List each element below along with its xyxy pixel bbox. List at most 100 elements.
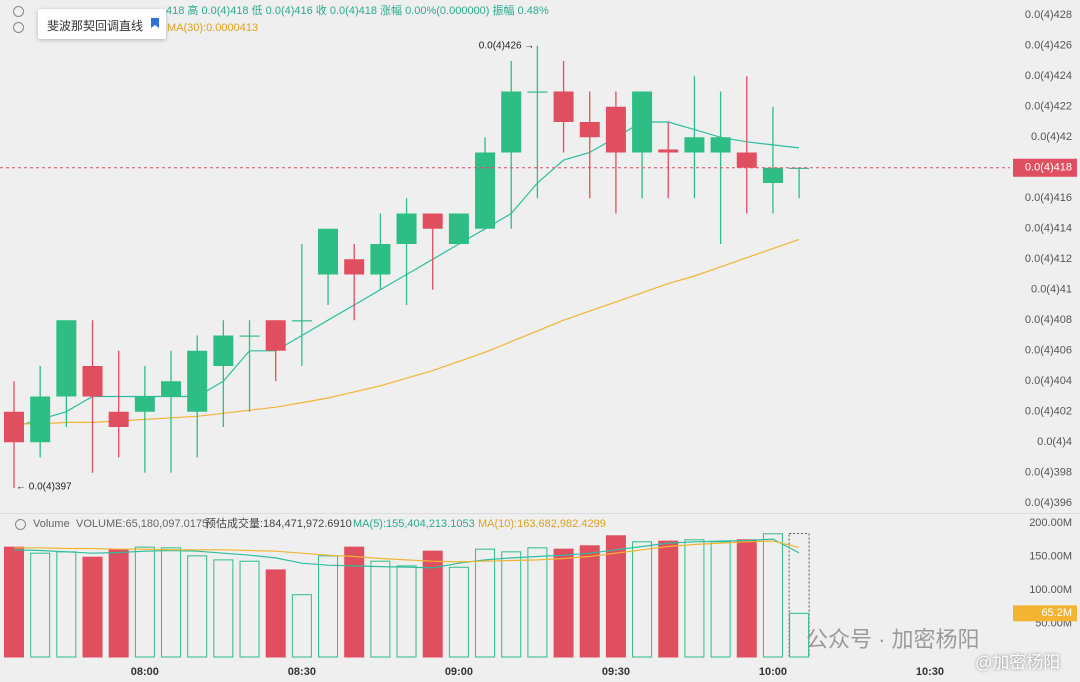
- volume-bar: [501, 551, 522, 658]
- candle-body: [134, 396, 155, 412]
- y-tick-label: 0.0(4)41: [1031, 284, 1072, 296]
- y-tick-label: 0.0(4)42: [1031, 131, 1072, 143]
- volume-bar: [82, 556, 103, 658]
- tooltip-text: 斐波那契回调直线: [47, 19, 144, 33]
- candle-body: [344, 259, 365, 275]
- y-tick-label: 0.0(4)416: [1025, 192, 1072, 204]
- ma-label: MA(30):0.0000413: [167, 22, 259, 34]
- y-tick-label: 0.0(4)4: [1037, 436, 1072, 448]
- candle-body: [710, 137, 731, 153]
- volume-bar: [30, 552, 51, 658]
- watermark: 公众号 · 加密杨阳: [806, 627, 980, 652]
- ma-line: [13, 538, 800, 569]
- y-tick-label: 200.00M: [1029, 517, 1072, 529]
- bookmark-icon[interactable]: [151, 18, 159, 28]
- candle-body: [108, 411, 129, 427]
- x-tick-label: 08:00: [131, 666, 159, 678]
- volume-bar: [291, 594, 312, 658]
- y-tick-label: 0.0(4)428: [1025, 9, 1072, 21]
- volume-bar: [239, 560, 260, 658]
- candle-body: [527, 91, 548, 93]
- volume-bar: [527, 547, 548, 658]
- candle-body: [82, 366, 103, 397]
- candle-body: [448, 213, 469, 244]
- candle-body: [579, 122, 600, 138]
- y-tick-label: 0.0(4)414: [1025, 223, 1072, 235]
- volume-bar: [344, 546, 365, 658]
- watermark-handle: @加密杨阳: [975, 653, 1061, 672]
- y-tick-label: 150.00M: [1029, 550, 1072, 562]
- candle-body: [736, 152, 757, 168]
- max-annotation: 0.0(4)426 →: [479, 40, 535, 51]
- collapse-icon[interactable]: [15, 519, 26, 530]
- candle-body: [4, 411, 24, 443]
- candle-body: [605, 106, 626, 153]
- ma-line: [14, 540, 800, 563]
- volume-title: Volume: [33, 518, 70, 530]
- y-tick-label: 0.0(4)408: [1025, 314, 1072, 326]
- candle-body: [291, 320, 312, 322]
- volume-bar: [448, 566, 469, 658]
- y-tick-label: 100.00M: [1029, 584, 1072, 596]
- candle-body: [422, 213, 443, 229]
- candle-body: [30, 396, 51, 443]
- candle-body: [789, 167, 810, 169]
- volume-bar: [396, 565, 417, 658]
- x-tick-label: 10:00: [759, 666, 787, 678]
- candle-body: [553, 91, 574, 122]
- volume-bar: [736, 539, 757, 658]
- y-tick-label: 0.0(4)396: [1025, 497, 1072, 509]
- candle-body: [318, 228, 339, 275]
- collapse-icon[interactable]: [13, 6, 24, 17]
- y-tick-label: 0.0(4)402: [1025, 406, 1072, 418]
- y-tick-label: 0.0(4)404: [1025, 375, 1072, 387]
- candle-body: [658, 149, 679, 153]
- volume-bar: [134, 546, 155, 658]
- x-tick-label: 09:00: [445, 666, 473, 678]
- volume-ma10: MA(10):163,682,982.4299: [478, 518, 606, 530]
- collapse-icon[interactable]: [13, 22, 24, 33]
- volume-bar: [108, 549, 129, 658]
- volume-info: VOLUME:65,180,097.0175: [76, 518, 209, 530]
- volume-bar: [710, 541, 731, 658]
- candle-body: [475, 152, 496, 229]
- min-annotation: ← 0.0(4)397: [16, 482, 72, 493]
- volume-bar: [658, 540, 679, 658]
- last-price-label: 0.0(4)418: [1025, 162, 1072, 174]
- volume-bar: [161, 547, 182, 658]
- volume-bar: [475, 548, 496, 658]
- volume-current-label: 65.2M: [1041, 607, 1072, 619]
- x-tick-label: 08:30: [288, 666, 316, 678]
- candle-body: [239, 335, 260, 337]
- y-tick-label: 0.0(4)424: [1025, 70, 1072, 82]
- volume-current-box: [1013, 605, 1077, 622]
- volume-bar: [213, 559, 234, 658]
- candle-body: [684, 137, 705, 153]
- volume-bar: [762, 533, 783, 658]
- y-tick-label: 0.0(4)398: [1025, 467, 1072, 479]
- y-tick-label: 0.0(4)412: [1025, 253, 1072, 265]
- volume-bar: [187, 555, 208, 658]
- price-info: 418 高 0.0(4)418 低 0.0(4)416 收 0.0(4)418 …: [166, 5, 549, 17]
- volume-bar: [318, 555, 339, 658]
- last-price-box: [1013, 158, 1077, 177]
- y-tick-label: 0.0(4)426: [1025, 40, 1072, 52]
- volume-bar: [605, 535, 626, 658]
- y-tick-label: 0.0(4)406: [1025, 345, 1072, 357]
- volume-bar: [56, 551, 77, 658]
- candle-body: [762, 167, 783, 183]
- candle-body: [396, 213, 417, 244]
- volume-bar: [684, 539, 705, 658]
- y-tick-label: 0.0(4)422: [1025, 101, 1072, 113]
- candle-body: [213, 335, 234, 366]
- candle-body: [187, 350, 208, 412]
- volume-ma5: MA(5):155,404,213.1053: [353, 518, 475, 530]
- volume-estimate: 预估成交量:184,471,972.6910: [205, 518, 352, 530]
- tooltip[interactable]: 斐波那契回调直线: [38, 9, 166, 39]
- volume-bar: [4, 546, 24, 658]
- candle-body: [370, 244, 391, 275]
- volume-bar: [632, 541, 653, 658]
- volume-bar: [579, 545, 600, 658]
